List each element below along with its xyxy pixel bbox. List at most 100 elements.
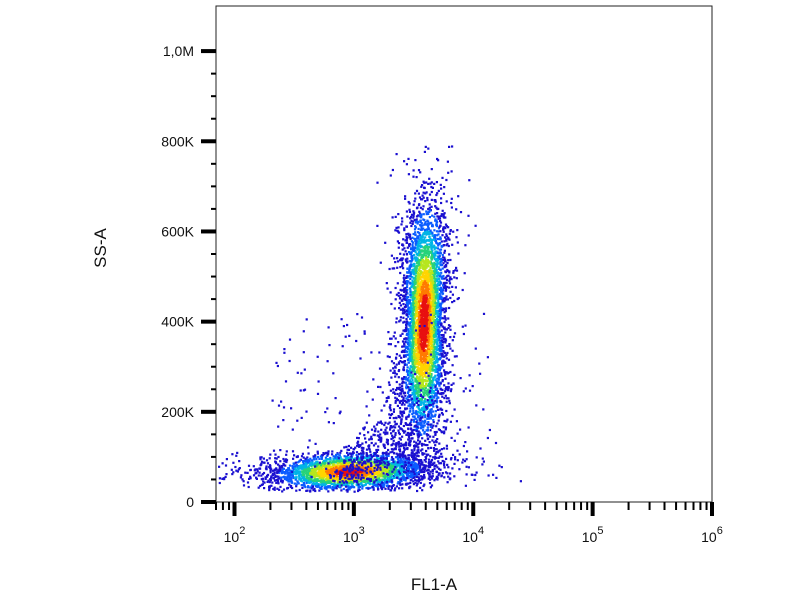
event-dot — [401, 387, 404, 390]
event-dot — [423, 298, 426, 301]
event-dot — [432, 324, 435, 327]
event-dot — [406, 271, 409, 274]
event-dot — [432, 349, 435, 352]
event-dot — [425, 210, 428, 213]
event-dot — [410, 333, 413, 336]
event-dot — [426, 196, 429, 200]
event-dot — [440, 201, 443, 205]
event-dot — [429, 237, 432, 240]
event-dot — [401, 259, 404, 262]
event-dot — [436, 283, 439, 286]
event-dot — [405, 325, 408, 328]
event-dot — [430, 326, 433, 329]
event-dot — [412, 411, 415, 414]
event-dot — [428, 346, 431, 349]
event-dot — [359, 485, 362, 488]
event-dot — [457, 252, 460, 255]
event-dot — [450, 197, 453, 200]
event-dot — [422, 213, 425, 216]
event-dot — [401, 345, 404, 348]
event-dot — [444, 373, 447, 376]
event-dot — [427, 252, 430, 255]
event-dot — [417, 318, 420, 321]
event-dot — [407, 280, 410, 283]
event-dot — [421, 337, 424, 340]
event-dot — [416, 324, 419, 327]
event-dot — [434, 452, 437, 455]
event-dot — [440, 244, 443, 248]
event-dot — [423, 338, 426, 341]
event-dot — [427, 147, 430, 150]
event-dot — [414, 225, 417, 228]
event-dot — [426, 312, 429, 315]
event-dot — [402, 316, 405, 319]
event-dot — [225, 473, 228, 476]
event-dot — [419, 314, 422, 317]
event-dot — [431, 298, 434, 301]
event-dot — [415, 258, 418, 261]
event-dot — [440, 348, 443, 351]
event-dot — [423, 334, 426, 337]
event-dot — [447, 382, 450, 385]
event-dot — [402, 303, 405, 306]
event-dot — [439, 224, 442, 227]
event-dot — [448, 145, 451, 148]
event-dot — [439, 336, 442, 339]
event-dot — [390, 254, 393, 257]
event-dot — [407, 306, 410, 309]
event-dot — [440, 354, 443, 357]
event-dot — [423, 424, 426, 427]
event-dot — [448, 232, 451, 235]
event-dot — [389, 343, 392, 346]
event-dot — [447, 259, 450, 262]
event-dot — [409, 293, 412, 297]
event-dot — [386, 287, 389, 290]
event-dot — [455, 355, 458, 358]
event-dot — [409, 342, 412, 345]
event-dot — [407, 370, 410, 373]
event-dot — [426, 285, 429, 289]
event-dot — [433, 234, 436, 237]
event-dot — [425, 376, 428, 379]
event-dot — [225, 458, 228, 461]
event-dot — [418, 316, 421, 319]
event-dot — [399, 316, 402, 319]
event-dot — [420, 285, 423, 289]
event-dot — [428, 277, 431, 281]
event-dot — [432, 309, 435, 312]
event-dot — [411, 369, 414, 373]
event-dot — [424, 368, 427, 371]
event-dot — [434, 348, 437, 351]
event-dot — [437, 244, 440, 247]
event-dot — [423, 186, 426, 189]
event-dot — [420, 427, 423, 430]
event-dot — [438, 248, 441, 251]
event-dot — [434, 237, 437, 240]
event-dot — [428, 324, 431, 327]
event-dot — [436, 305, 439, 308]
event-dot — [450, 436, 453, 439]
event-dot — [411, 249, 414, 252]
event-dot — [440, 329, 443, 332]
event-dot — [418, 245, 421, 248]
event-dot — [445, 307, 448, 310]
event-dot — [403, 376, 406, 379]
event-dot — [433, 304, 436, 307]
event-dot — [419, 249, 422, 252]
event-dot — [437, 338, 440, 341]
event-dot — [421, 382, 424, 385]
event-dots — [218, 145, 522, 493]
event-dot — [433, 258, 436, 261]
event-dot — [444, 426, 448, 429]
event-dot — [422, 246, 425, 249]
event-dot — [410, 265, 413, 268]
event-dot — [434, 330, 437, 333]
event-dot — [416, 355, 419, 358]
event-dot — [434, 335, 438, 338]
event-dot — [376, 224, 379, 227]
event-dot — [437, 304, 441, 308]
event-dot — [224, 464, 228, 467]
event-dot — [415, 252, 419, 255]
event-dot — [424, 397, 427, 401]
event-dot — [450, 278, 453, 281]
